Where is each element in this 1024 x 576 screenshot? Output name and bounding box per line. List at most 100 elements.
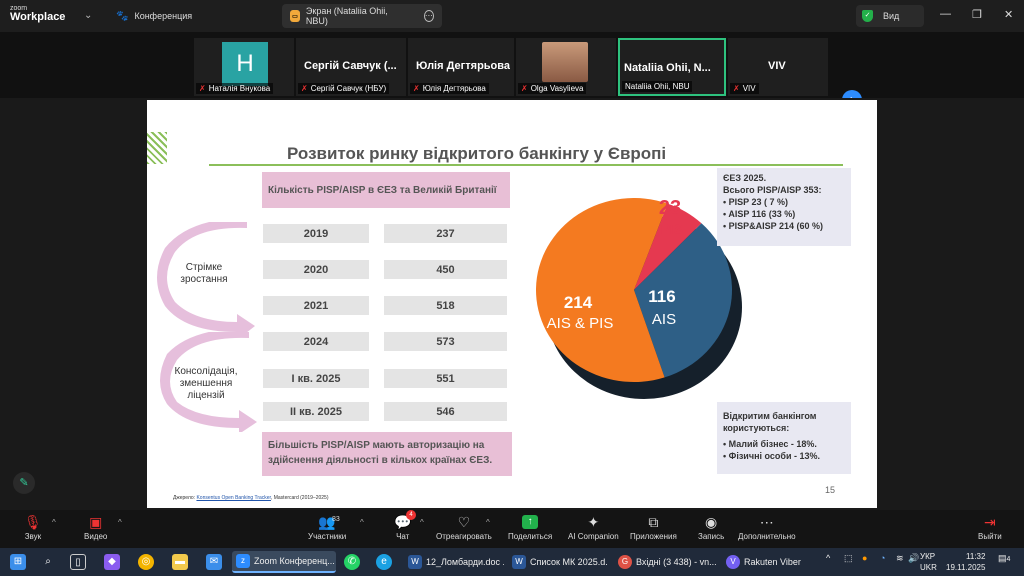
- active-speaker-tile[interactable]: Nataliia Ohii, N... Nataliia Ohii, NBU: [618, 38, 726, 96]
- tab-conference[interactable]: 🐾 Конференция: [108, 4, 200, 28]
- tab-screen-share[interactable]: ▭ Экран (Nataliia Ohii, NBU) ⋯: [282, 4, 442, 28]
- share-button[interactable]: ↑ Поделиться: [508, 512, 552, 541]
- participant-name: Nataliia Ohii, NBU: [625, 82, 690, 91]
- heart-icon: ♡: [457, 514, 471, 530]
- more-options-icon[interactable]: ⋯: [423, 10, 434, 22]
- chrome-icon[interactable]: ◎: [138, 554, 154, 570]
- pis-text-label: PIS: [661, 221, 684, 237]
- chevron-up-icon[interactable]: ^: [826, 553, 831, 563]
- copilot-icon[interactable]: ◆: [104, 554, 120, 570]
- chat-badge: 4: [406, 510, 416, 520]
- video-label: Видео: [84, 532, 108, 541]
- participants-button[interactable]: 👥 83 Участники: [308, 512, 346, 541]
- taskbar-app-label: Вхідні (3 438) - vn...: [636, 557, 717, 567]
- clock-time: 11:32: [966, 552, 986, 561]
- zoom-logo: zoom Workplace: [10, 4, 65, 23]
- logo-top-text: zoom: [10, 5, 28, 12]
- language-top: УКР: [920, 552, 936, 561]
- windows-taskbar: ⊞ ⌕ ▯ ◆ ◎ ▬ ✉ z Zoom Конференц... ✆ e W …: [0, 548, 1024, 576]
- react-label: Отреагировать: [436, 532, 492, 541]
- video-button[interactable]: ▣ Видео: [84, 512, 107, 541]
- participant-display-name: Юлія Дегтярьова: [416, 60, 510, 72]
- volume-icon[interactable]: 🔊: [908, 553, 920, 563]
- participant-display-name: VIV: [768, 60, 786, 72]
- shield-icon: ✓: [862, 10, 873, 22]
- apps-button[interactable]: ⧉ Приложения: [630, 512, 677, 541]
- participant-tile[interactable]: ✗ Olga Vasylieva: [516, 38, 616, 96]
- taskbar-app-viber[interactable]: V Rakuten Viber: [722, 551, 812, 573]
- network-icon[interactable]: ◔: [880, 553, 886, 563]
- record-icon: ◉: [705, 514, 718, 530]
- users-item: Малий бізнес - 18%.: [723, 438, 845, 450]
- notification-icon[interactable]: ▤4: [998, 553, 1011, 563]
- chevron-up-icon[interactable]: ^: [486, 518, 490, 527]
- participant-tile[interactable]: VIV ✗ VIV: [728, 38, 828, 96]
- mic-off-icon: 🎙: [24, 514, 42, 530]
- ais-pis-text-label: AIS & PIS: [547, 315, 614, 332]
- more-button[interactable]: ⋯ Дополнительно: [738, 512, 796, 541]
- source-prefix: Джерело:: [173, 495, 197, 501]
- period-cell: I кв. 2025: [263, 369, 369, 388]
- value-cell: 450: [384, 260, 507, 279]
- participant-label: ✗ Сергій Савчук (НБУ): [298, 83, 390, 94]
- tray-warning-icon[interactable]: ●: [862, 553, 868, 563]
- more-label: Дополнительно: [738, 532, 796, 541]
- view-button[interactable]: ✓ Вид: [856, 5, 924, 27]
- mail-icon[interactable]: ✉: [206, 554, 222, 570]
- value-cell: 573: [384, 332, 507, 351]
- tab-screen-share-label: Экран (Nataliia Ohii, NBU): [305, 6, 388, 26]
- windows-start-icon[interactable]: ⊞: [10, 554, 26, 570]
- system-clock[interactable]: 11:32 19.11.2025: [946, 551, 985, 573]
- wifi-icon[interactable]: ≋: [896, 553, 904, 563]
- taskbar-app-zoom[interactable]: z Zoom Конференц...: [232, 551, 336, 573]
- chevron-up-icon[interactable]: ^: [420, 518, 424, 527]
- tray-app-icon[interactable]: ⬚: [844, 553, 853, 563]
- source-link[interactable]: Konsentus Open Banking Tracker: [196, 495, 271, 501]
- participant-tile[interactable]: Сергій Савчук (... ✗ Сергій Савчук (НБУ): [296, 38, 406, 96]
- file-explorer-icon[interactable]: ▬: [172, 554, 188, 570]
- ai-companion-button[interactable]: ✦ AI Companion: [568, 512, 619, 541]
- taskbar-app-label: Rakuten Viber: [744, 557, 801, 567]
- chevron-up-icon[interactable]: ^: [118, 518, 122, 527]
- react-button[interactable]: ♡ Отреагировать: [436, 512, 492, 541]
- participant-name: Olga Vasylieva: [530, 84, 584, 93]
- search-icon[interactable]: ⌕: [45, 556, 51, 567]
- taskbar-app-word2[interactable]: W Список МК 2025.d...: [508, 551, 608, 573]
- task-view-icon[interactable]: ▯: [70, 554, 86, 570]
- chevron-down-icon[interactable]: ⌄: [84, 10, 93, 21]
- close-icon[interactable]: ✕: [1004, 9, 1014, 21]
- language-indicator[interactable]: УКР UKR: [920, 551, 937, 573]
- record-button[interactable]: ◉ Запись: [698, 512, 724, 541]
- mic-off-icon: ✗: [733, 84, 740, 93]
- participant-name: Сергій Савчук (НБУ): [310, 84, 387, 93]
- chat-button[interactable]: 💬 4 Чат: [394, 510, 416, 541]
- participant-photo: [542, 42, 588, 82]
- audio-button[interactable]: 🎙 Звук: [24, 512, 42, 541]
- chevron-up-icon[interactable]: ^: [360, 518, 364, 527]
- participant-tile[interactable]: H ✗ Наталія Внукова: [194, 38, 294, 96]
- chevron-up-icon[interactable]: ^: [52, 518, 56, 527]
- minimize-icon[interactable]: —: [940, 8, 951, 20]
- users-item: Фізичні особи - 13%.: [723, 450, 845, 462]
- taskbar-app-chrome[interactable]: G Вхідні (3 438) - vn...: [614, 551, 718, 573]
- mic-off-icon: ✗: [413, 84, 420, 93]
- taskbar-app-word1[interactable]: W 12_Ломбарди.doc ...: [404, 551, 504, 573]
- edge-icon[interactable]: e: [376, 554, 392, 570]
- table-header: Кількість PISP/AISP в ЄЕЗ та Великій Бри…: [262, 172, 510, 208]
- mic-off-icon: ✗: [301, 84, 308, 93]
- participant-tile[interactable]: Юлія Дегтярьова ✗ Юлія Дегтярьова: [408, 38, 514, 96]
- value-cell: 237: [384, 224, 507, 243]
- ais-text-label: AIS: [652, 311, 676, 328]
- participant-label: ✗ Наталія Внукова: [196, 83, 274, 94]
- leave-button[interactable]: ⇥ Выйти: [978, 512, 1002, 541]
- whatsapp-icon[interactable]: ✆: [344, 554, 360, 570]
- restore-icon[interactable]: ❐: [972, 9, 982, 21]
- info-item: PISP 23 ( 7 %): [723, 196, 845, 208]
- participant-name: VIV: [742, 84, 756, 93]
- mic-off-icon: ✗: [521, 84, 528, 93]
- ais-pis-number-label: 214: [564, 293, 593, 312]
- more-icon: ⋯: [759, 514, 774, 530]
- presentation-slide: Розвиток ринку відкритого банкінгу у Євр…: [147, 100, 877, 508]
- pie-chart: 23 PIS 116 AIS 214 AIS & PIS: [536, 197, 742, 399]
- annotate-pencil-icon[interactable]: ✎: [13, 472, 35, 494]
